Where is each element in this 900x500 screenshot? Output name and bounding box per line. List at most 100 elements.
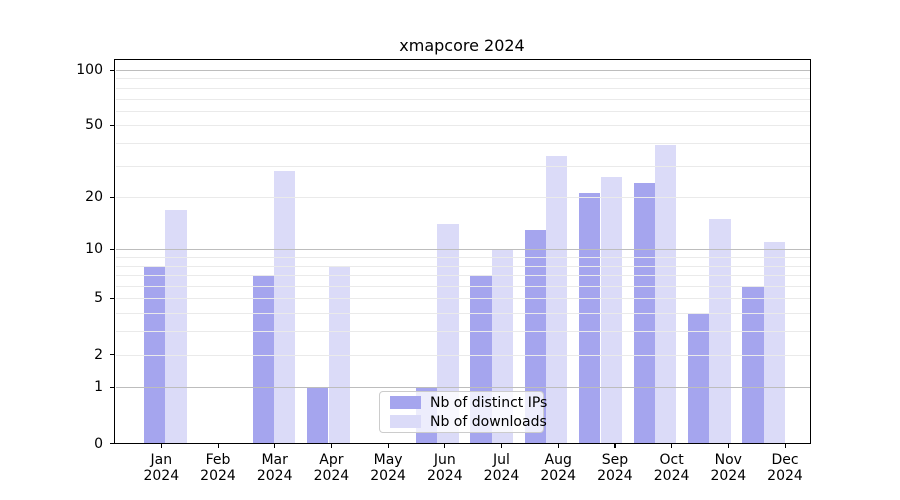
gridline-minor-9 <box>115 257 810 259</box>
gridline-minor-60 <box>115 110 810 112</box>
x-tick-jan <box>160 444 162 448</box>
y-tick-100 <box>110 69 114 71</box>
gridline-major-100 <box>115 70 810 71</box>
x-tick-may <box>387 444 389 448</box>
y-tick-label-10: 10 <box>85 241 103 258</box>
bar-downloads-mar <box>274 170 296 443</box>
gridline-major-10 <box>115 249 810 251</box>
x-tick-oct <box>671 444 673 448</box>
bar-distinct-ips-aug <box>524 229 547 443</box>
bar-downloads-jan <box>165 209 187 443</box>
year-label: 2024 <box>313 468 350 484</box>
y-tick-50 <box>110 124 114 126</box>
x-tick-label-feb: Feb 2024 <box>187 452 249 485</box>
y-tick-label-5: 5 <box>94 290 103 307</box>
year-label: 2024 <box>200 468 236 484</box>
y-tick-label-20: 20 <box>85 189 103 206</box>
gridline-minor-90 <box>115 78 810 80</box>
gridline-minor-70 <box>115 98 810 100</box>
y-tick-1 <box>110 386 114 389</box>
legend-label-distinct-ips: Nb of distinct IPs <box>430 394 548 411</box>
x-tick-feb <box>217 444 219 448</box>
bar-downloads-nov <box>709 219 731 443</box>
gridline-major-1 <box>115 387 810 389</box>
year-label: 2024 <box>370 468 406 484</box>
downloads-swatch <box>390 415 421 428</box>
gridline-minor-2 <box>115 354 810 356</box>
x-tick-label-aug: Aug 2024 <box>527 452 589 485</box>
gridline-minor-8 <box>115 265 810 267</box>
plot-border <box>114 59 811 444</box>
y-tick-5 <box>110 297 114 300</box>
month-label: May <box>373 451 403 468</box>
y-tick-label-2: 2 <box>94 346 103 363</box>
y-tick-10 <box>110 248 114 251</box>
gridline-minor-30 <box>115 165 810 167</box>
x-tick-apr <box>330 444 333 448</box>
year-label: 2024 <box>426 468 463 484</box>
x-tick-label-jul: Jul 2024 <box>471 452 533 485</box>
y-tick-label-0: 0 <box>94 435 103 452</box>
bar-distinct-ips-apr <box>307 387 329 443</box>
year-label: 2024 <box>256 468 293 484</box>
x-tick-jun <box>444 444 446 448</box>
month-label: Apr <box>319 451 344 468</box>
month-label: Dec <box>771 451 799 468</box>
legend-label-downloads: Nb of downloads <box>430 413 547 430</box>
bar-downloads-oct <box>654 144 677 443</box>
year-label: 2024 <box>483 468 520 484</box>
gridline-minor-50 <box>115 125 810 127</box>
x-tick-jul <box>501 444 503 448</box>
bar-distinct-ips-jan <box>144 265 166 443</box>
bar-distinct-ips-oct <box>633 182 655 443</box>
bar-distinct-ips-mar <box>252 275 275 443</box>
y-tick-label-50: 50 <box>85 117 103 134</box>
legend: Nb of distinct IPs Nb of downloads <box>379 391 547 433</box>
x-tick-label-jan: Jan 2024 <box>130 452 192 485</box>
x-tick-label-may: May 2024 <box>357 452 419 485</box>
distinct-ips-swatch <box>390 396 421 409</box>
year-label: 2024 <box>653 468 690 484</box>
x-tick-label-jun: Jun 2024 <box>414 452 476 485</box>
month-label: Jul <box>493 451 510 468</box>
y-tick-label-100: 100 <box>76 62 103 78</box>
y-tick-20 <box>110 196 114 198</box>
x-tick-dec <box>784 444 786 448</box>
month-label: Oct <box>659 451 684 468</box>
x-tick-sep <box>614 444 616 448</box>
month-label: Aug <box>544 451 572 468</box>
x-tick-label-apr: Apr 2024 <box>300 452 362 485</box>
gridline-minor-7 <box>115 275 810 277</box>
gridline-minor-40 <box>115 142 810 144</box>
x-tick-label-oct: Oct 2024 <box>641 452 703 485</box>
gridline-minor-6 <box>115 286 810 288</box>
month-label: Jun <box>433 451 456 468</box>
y-tick-0 <box>110 443 114 445</box>
gridline-minor-80 <box>115 87 810 89</box>
y-tick-2 <box>110 354 114 356</box>
bar-distinct-ips-nov <box>688 313 710 443</box>
year-label: 2024 <box>540 468 576 484</box>
bar-downloads-dec <box>763 242 785 443</box>
x-tick-aug <box>557 444 559 448</box>
x-tick-label-dec: Dec 2024 <box>754 452 816 485</box>
gridline-minor-4 <box>115 313 810 315</box>
x-tick-label-nov: Nov 2024 <box>697 452 759 485</box>
bar-downloads-sep <box>600 176 622 443</box>
month-label: Nov <box>714 451 742 468</box>
year-label: 2024 <box>597 468 633 484</box>
month-label: Jan <box>150 451 173 468</box>
month-label: Mar <box>261 451 288 468</box>
x-tick-label-mar: Mar 2024 <box>244 452 306 485</box>
legend-item-distinct-ips: Nb of distinct IPs <box>390 395 547 411</box>
gridline-minor-3 <box>115 331 810 333</box>
x-tick-label-sep: Sep 2024 <box>584 452 646 485</box>
year-label: 2024 <box>767 468 803 484</box>
bar-downloads-apr <box>328 265 350 443</box>
bar-distinct-ips-sep <box>579 193 601 443</box>
gridline-minor-20 <box>115 197 810 199</box>
gridline-minor-5 <box>115 298 810 300</box>
year-label: 2024 <box>143 468 180 484</box>
x-tick-nov <box>727 444 729 448</box>
